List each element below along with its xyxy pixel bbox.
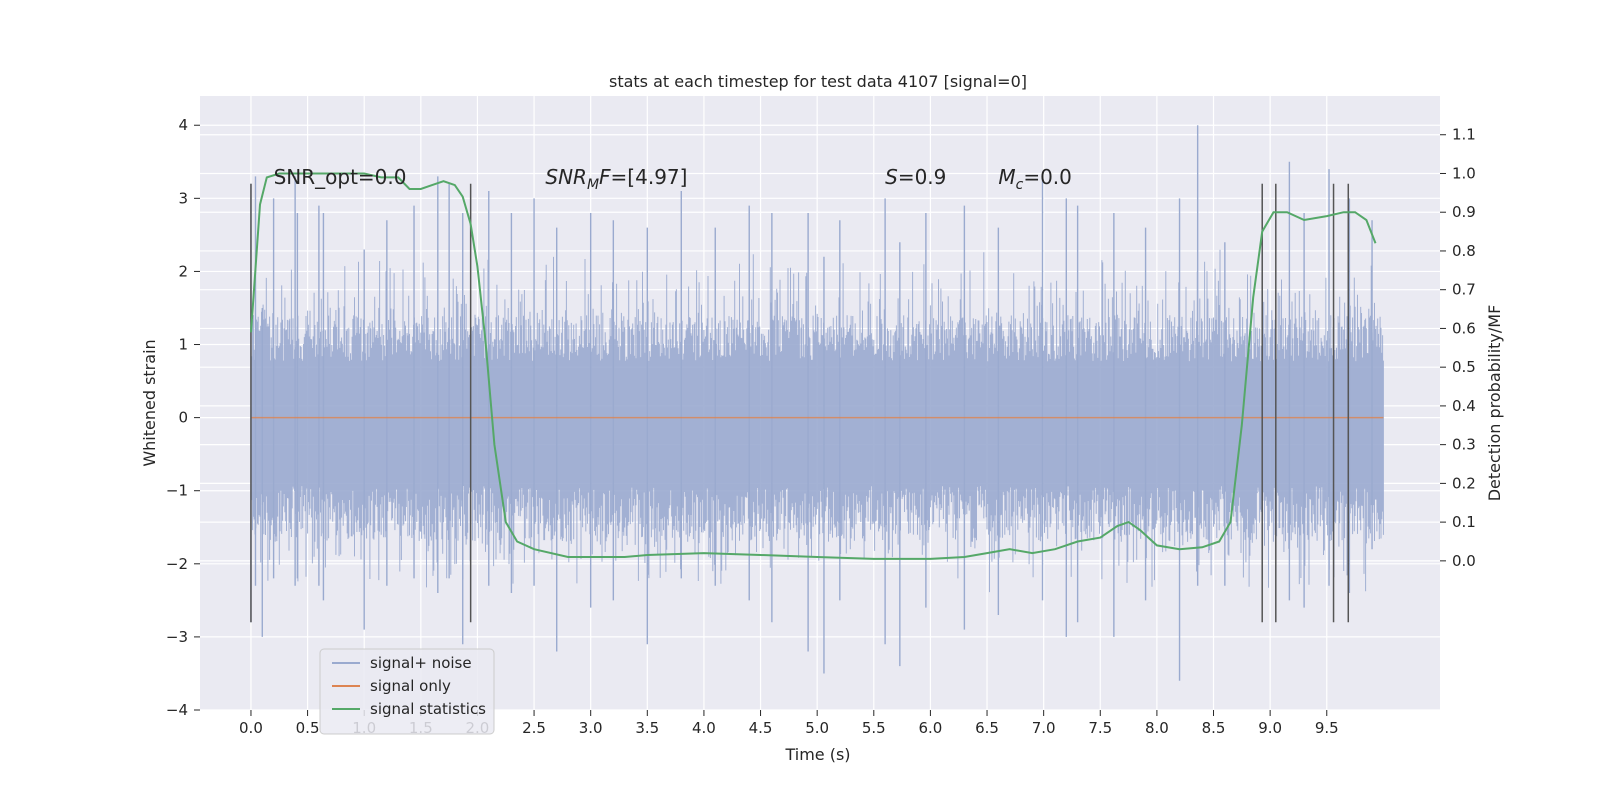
y-axis-label: Whitened strain xyxy=(140,339,159,466)
y2-tick-label: 0.7 xyxy=(1452,281,1476,299)
x-tick-label: 4.0 xyxy=(692,719,716,737)
y-tick-label: 3 xyxy=(178,189,188,207)
y2-tick-label: 1.1 xyxy=(1452,126,1476,144)
x-tick-label: 8.0 xyxy=(1145,719,1169,737)
x-axis-ticks: 0.00.51.01.52.02.53.03.54.04.55.05.56.06… xyxy=(239,710,1339,737)
annotation-snr-mf: SNRMF=[4.97] xyxy=(545,165,687,193)
x-tick-label: 4.5 xyxy=(749,719,773,737)
annotation-snr-opt: SNR_opt=0.0 xyxy=(274,165,407,189)
x-tick-label: 7.0 xyxy=(1032,719,1056,737)
y2-axis-ticks: 1.1 1.0 0.9 0.8 0.7 0.6 0.5 0.4 0.3 0.2 0.1 0.0 xyxy=(1440,126,1476,570)
legend-label-signal-only: signal only xyxy=(370,677,451,695)
x-tick-label: 5.0 xyxy=(805,719,829,737)
annotation-s: S=0.9 xyxy=(885,165,946,189)
x-tick-label: 8.5 xyxy=(1202,719,1226,737)
y2-tick-label: 0.3 xyxy=(1452,436,1476,454)
y2-tick-label: 0.8 xyxy=(1452,242,1476,260)
x-tick-label: 3.5 xyxy=(635,719,659,737)
x-tick-label: 7.5 xyxy=(1088,719,1112,737)
annotations: SNR_opt=0.0 SNRMF=[4.97] S=0.9 Mc=0.0 xyxy=(274,165,1072,193)
x-tick-label: 3.0 xyxy=(579,719,603,737)
y-axis-ticks: 4 3 2 1 0 −1 −2 −3 −4 xyxy=(166,116,200,719)
y-tick-label: 0 xyxy=(178,409,188,427)
legend-label-signal-plus-noise: signal+ noise xyxy=(370,654,472,672)
vertical-markers xyxy=(250,183,1350,623)
y2-tick-label: 0.6 xyxy=(1452,319,1476,337)
x-tick-label: 9.5 xyxy=(1315,719,1339,737)
x-tick-label: 5.5 xyxy=(862,719,886,737)
y2-tick-label: 0.0 xyxy=(1452,552,1476,570)
legend: signal+ noise signal only signal statist… xyxy=(319,648,495,735)
y-tick-label: −3 xyxy=(166,628,188,646)
y2-tick-label: 0.4 xyxy=(1452,397,1476,415)
y-tick-label: −2 xyxy=(166,555,188,573)
y2-tick-label: 0.5 xyxy=(1452,358,1476,376)
y-tick-label: 2 xyxy=(178,262,188,280)
y2-axis-label: Detection probability/MF xyxy=(1485,305,1504,502)
y-tick-label: −4 xyxy=(166,701,188,719)
y-tick-label: 1 xyxy=(178,336,188,354)
y2-tick-label: 0.1 xyxy=(1452,513,1476,531)
y2-tick-label: 1.0 xyxy=(1452,164,1476,182)
x-tick-label: 0.0 xyxy=(239,719,263,737)
annotation-mc: Mc=0.0 xyxy=(998,165,1072,193)
signal-statistics-line xyxy=(250,172,1377,560)
x-tick-label: 6.0 xyxy=(918,719,942,737)
x-tick-label: 9.0 xyxy=(1258,719,1282,737)
x-axis-label: Time (s) xyxy=(784,745,850,764)
y-tick-label: 4 xyxy=(178,116,188,134)
y2-tick-label: 0.9 xyxy=(1452,203,1476,221)
series-signal-statistics xyxy=(250,172,1377,560)
x-tick-label: 6.5 xyxy=(975,719,999,737)
legend-box xyxy=(319,648,495,735)
x-tick-label: 0.5 xyxy=(296,719,320,737)
y2-tick-label: 0.2 xyxy=(1452,474,1476,492)
series-signal-plus-noise xyxy=(250,125,1384,681)
chart-title: stats at each timestep for test data 410… xyxy=(609,72,1027,91)
x-tick-label: 2.5 xyxy=(522,719,546,737)
legend-label-signal-statistics: signal statistics xyxy=(370,700,486,718)
y-tick-label: −1 xyxy=(166,482,188,500)
